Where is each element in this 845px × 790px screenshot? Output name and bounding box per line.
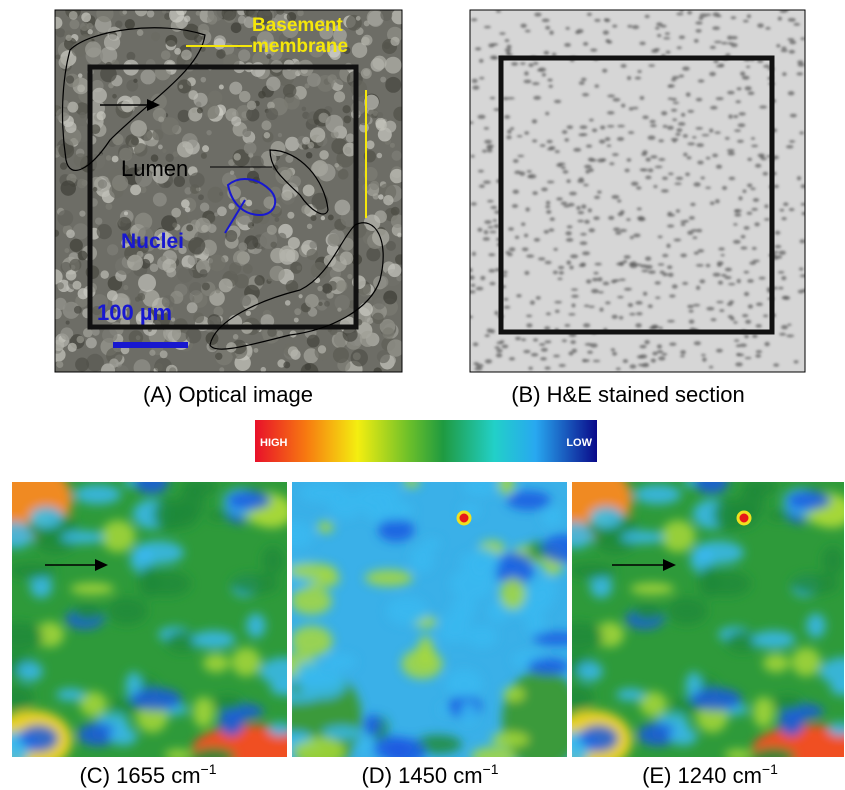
raman-map [532, 460, 845, 775]
caption: (D) 1450 cm−1 [361, 761, 498, 788]
annotation: Nuclei [121, 230, 184, 253]
figure: Basement membrane Lumen Nuclei 100 µm (A… [0, 0, 845, 790]
caption: (E) 1240 cm−1 [642, 761, 778, 788]
raman-map [267, 473, 585, 770]
caption: (C) 1655 cm−1 [79, 761, 216, 788]
figure-canvas: Basement membrane Lumen Nuclei 100 µm (A… [0, 0, 845, 790]
colorbar [255, 420, 597, 462]
annotation: Basement [252, 15, 343, 36]
raman-map [0, 460, 312, 775]
scale-label: 100 µm [97, 300, 172, 325]
colorbar-label: LOW [566, 437, 592, 449]
colorbar-label: HIGH [260, 437, 288, 449]
caption: (B) H&E stained section [511, 382, 745, 407]
annotation: Lumen [121, 156, 188, 181]
caption: (A) Optical image [143, 382, 313, 407]
stained-image [467, 8, 808, 372]
annotation: membrane [252, 36, 348, 57]
